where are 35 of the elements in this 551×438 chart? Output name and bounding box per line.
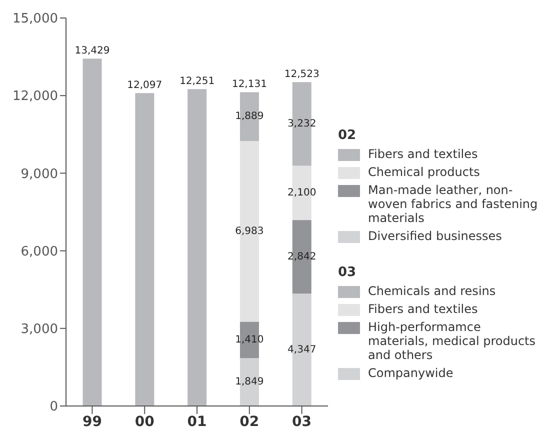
y-tick-label: 12,000 [12,89,58,104]
legend-label: Man-made leather, non-woven fabrics and fastening materials [368,183,538,225]
x-tick-label: 99 [82,414,102,430]
x-tick-label: 00 [134,414,155,430]
x-tick-label: 01 [187,414,207,430]
data-label: 1,849 [235,376,264,388]
y-tick-label: 6,000 [20,244,58,260]
y-tick-label: 0 [50,400,58,415]
x-tick-label: 02 [240,414,260,430]
y-tick-label: 9,000 [20,166,58,182]
legend-label: Companywide [368,366,454,380]
legend-label: Diversified businesses [368,229,503,243]
bar [135,93,154,406]
total-label: 12,251 [180,76,215,88]
total-label: 12,523 [284,69,320,80]
data-label: 4,347 [288,344,316,356]
bar [188,89,207,406]
data-label: 2,100 [288,187,316,198]
total-label: 12,131 [232,79,267,90]
y-tick-label: 3,000 [20,322,58,338]
bar [82,58,102,406]
legend-label: High-performamce materials, medical products and others [368,320,536,362]
legend-label: Fibers and textiles [368,302,479,316]
legend-label: Chemical products [368,165,481,179]
legend-label: Fibers and textiles [368,147,479,161]
text: 02 [338,128,358,143]
y-tick-label: 15,000 [12,12,58,27]
total-label: 12,097 [127,80,162,92]
data-label: 3,232 [288,118,316,130]
text: 03 [338,265,358,280]
total-label: 13,429 [74,46,110,57]
data-label: 1,889 [235,111,264,122]
x-tick-label: 03 [292,414,312,430]
data-label: 6,983 [235,226,264,237]
legend-label: Chemicals and resins [368,284,497,298]
